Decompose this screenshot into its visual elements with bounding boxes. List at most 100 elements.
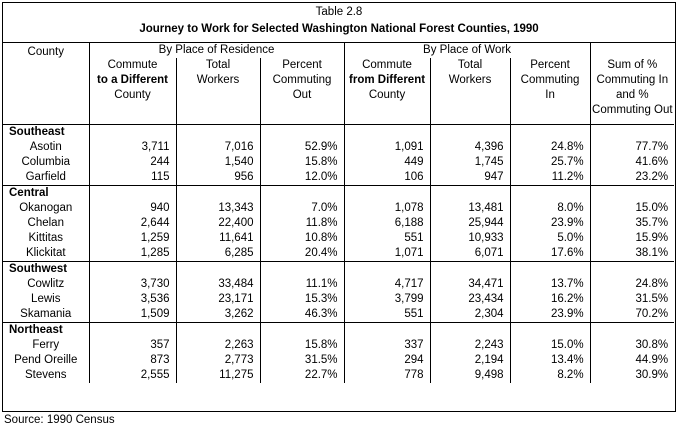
county-name: Chelan	[27, 216, 64, 229]
table-cell: 6,285	[175, 245, 260, 261]
table-cell: 4,396	[429, 139, 511, 155]
table-cell: 940	[88, 200, 176, 216]
table-cell: 25.7%	[509, 154, 591, 170]
table-cell: 357	[88, 337, 176, 353]
table-cell: 2,555	[88, 367, 176, 383]
group-header-work: By Place of Work	[343, 43, 591, 58]
col-header-work-commute: Commute from Different County	[343, 58, 431, 124]
table-cell: 15.0%	[509, 337, 591, 353]
table-cell: 8.0%	[509, 200, 591, 216]
table-cell: 1,091	[343, 139, 431, 155]
county-name: Ferry	[32, 338, 60, 351]
table-cell: 3,711	[88, 139, 176, 155]
county-name: Okanogan	[19, 201, 73, 214]
table-cell: 337	[343, 337, 431, 353]
table-cell: 24.8%	[589, 276, 675, 292]
table-cell: 1,078	[343, 200, 431, 216]
table-cell: 106	[343, 169, 431, 185]
table-cell: 13.4%	[509, 352, 591, 368]
table-cell: 3,262	[175, 306, 260, 322]
table-cell: 3,799	[343, 291, 431, 307]
table-title: Journey to Work for Selected Washington …	[139, 23, 539, 35]
table-row: Stevens 2,555 11,275 22.7% 778 9,498 8.2% 30.9%	[3, 367, 675, 383]
table-cell: 30.8%	[589, 337, 675, 353]
col-header-res-total: Total Workers	[175, 58, 260, 124]
table-cell: 1,509	[88, 306, 176, 322]
county-name: Pend Oreille	[14, 353, 78, 366]
table-cell: 16.2%	[509, 291, 591, 307]
region-header-row: Central	[3, 184, 675, 201]
table-cell: 947	[429, 169, 511, 185]
table-cell: 46.3%	[259, 306, 345, 322]
table-cell: 31.5%	[589, 291, 675, 307]
region-name: Southeast	[3, 123, 89, 140]
table-cell: 1,071	[343, 245, 431, 261]
table-cell: 449	[343, 154, 431, 170]
table-cell: 2,194	[429, 352, 511, 368]
table-cell: 11.8%	[259, 215, 345, 231]
col-header-work-total: Total Workers	[429, 58, 511, 124]
table-row: Kittitas 1,259 11,641 10.8% 551 10,933 5.0% 15.…	[3, 230, 675, 246]
table-cell: 35.7%	[589, 215, 675, 231]
table-row: Columbia 244 1,540 15.8% 449 1,745 25.7% 41.6%	[3, 154, 675, 170]
county-name: Kittitas	[28, 231, 63, 244]
table-cell: 23,434	[429, 291, 511, 307]
table-cell: 2,304	[429, 306, 511, 322]
table-cell: 15.8%	[259, 337, 345, 353]
table-cell: 22,400	[175, 215, 260, 231]
county-name: Lewis	[31, 292, 61, 305]
table-cell: 9,498	[429, 367, 511, 383]
col-header-work-percent: Percent Commuting In	[509, 58, 591, 124]
region-header-row: Northeast	[3, 321, 675, 338]
county-name: Cowlitz	[27, 277, 65, 290]
table-cell: 2,644	[88, 215, 176, 231]
table-frame: Table 2.8 Journey to Work for Selected W…	[2, 2, 676, 412]
table-cell: 25,944	[429, 215, 511, 231]
county-name: Garfield	[25, 170, 66, 183]
table-cell: 5.0%	[509, 230, 591, 246]
table-cell: 23.9%	[509, 306, 591, 322]
journey-to-work-table: County By Place of Residence By Place of…	[3, 43, 675, 383]
region-name: Northeast	[3, 321, 89, 338]
col-header-res-commute: Commute to a Different County	[88, 58, 176, 124]
table-cell: 15.3%	[259, 291, 345, 307]
region-header-row: Southwest	[3, 260, 675, 277]
table-cell: 44.9%	[589, 352, 675, 368]
table-row: Ferry 357 2,263 15.8% 337 2,243 15.0% 30.8%	[3, 337, 675, 353]
table-number: Table 2.8	[315, 6, 363, 18]
table-cell: 33,484	[175, 276, 260, 292]
table-cell: 244	[88, 154, 176, 170]
source-note: Source: 1990 Census	[4, 414, 115, 426]
table-row: Klickitat 1,285 6,285 20.4% 1,071 6,071 17.6% 3…	[3, 245, 675, 261]
table-cell: 77.7%	[589, 139, 675, 155]
table-cell: 34,471	[429, 276, 511, 292]
table-cell: 22.7%	[259, 367, 345, 383]
table-cell: 551	[343, 230, 431, 246]
table-cell: 13,481	[429, 200, 511, 216]
table-cell: 15.9%	[589, 230, 675, 246]
col-header-res-percent: Percent Commuting Out	[259, 58, 345, 124]
region-name: Central	[3, 184, 89, 201]
county-name: Columbia	[21, 155, 71, 168]
table-cell: 20.4%	[259, 245, 345, 261]
table-cell: 11,275	[175, 367, 260, 383]
table-cell: 2,243	[429, 337, 511, 353]
table-row: Garfield 115 956 12.0% 106 947 11.2% 23.2%	[3, 169, 675, 185]
table-cell: 11.1%	[259, 276, 345, 292]
table-cell: 4,717	[343, 276, 431, 292]
table-row: Skamania 1,509 3,262 46.3% 551 2,304 23.9% 70.2…	[3, 306, 675, 322]
table-cell: 11.2%	[509, 169, 591, 185]
county-name: Skamania	[20, 307, 72, 320]
table-row: Chelan 2,644 22,400 11.8% 6,188 25,944 23.9% 35…	[3, 215, 675, 231]
table-cell: 551	[343, 306, 431, 322]
region-name: Southwest	[3, 260, 89, 277]
table-cell: 3,536	[88, 291, 176, 307]
col-header-sum: Sum of % Commuting In and % Commuting Ou…	[589, 58, 675, 124]
group-header-residence: By Place of Residence	[88, 43, 345, 58]
table-cell: 52.9%	[259, 139, 345, 155]
table-row: Pend Oreille 873 2,773 31.5% 294 2,194 13.4% 44…	[3, 352, 675, 368]
table-cell: 17.6%	[509, 245, 591, 261]
table-cell: 11,641	[175, 230, 260, 246]
table-cell: 31.5%	[259, 352, 345, 368]
table-cell: 15.0%	[589, 200, 675, 216]
